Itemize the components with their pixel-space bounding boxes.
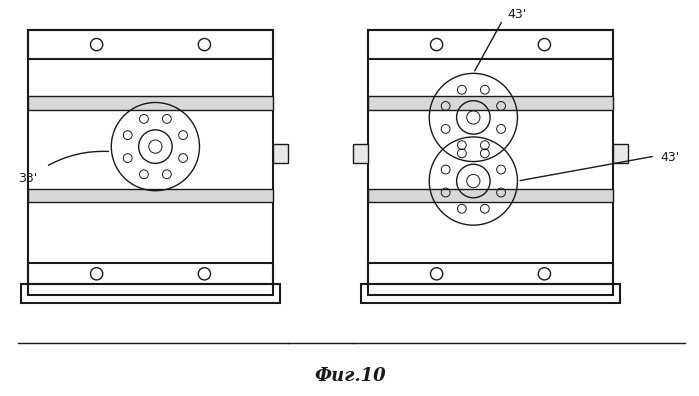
Bar xyxy=(28,96,273,110)
Bar xyxy=(28,263,273,284)
Bar xyxy=(28,30,273,59)
Text: Фиг.10: Фиг.10 xyxy=(314,367,386,385)
Text: 43': 43' xyxy=(660,151,679,164)
Bar xyxy=(273,144,288,162)
Bar xyxy=(368,30,613,295)
Bar xyxy=(613,144,628,162)
Bar xyxy=(361,284,620,303)
Bar xyxy=(368,30,613,59)
Bar xyxy=(353,144,368,162)
Text: 43': 43' xyxy=(507,8,527,21)
Bar xyxy=(28,30,273,295)
Bar xyxy=(368,96,613,110)
Bar xyxy=(368,263,613,284)
Bar xyxy=(21,284,280,303)
Bar xyxy=(28,189,273,202)
Text: 33': 33' xyxy=(18,171,37,185)
Bar xyxy=(368,189,613,202)
